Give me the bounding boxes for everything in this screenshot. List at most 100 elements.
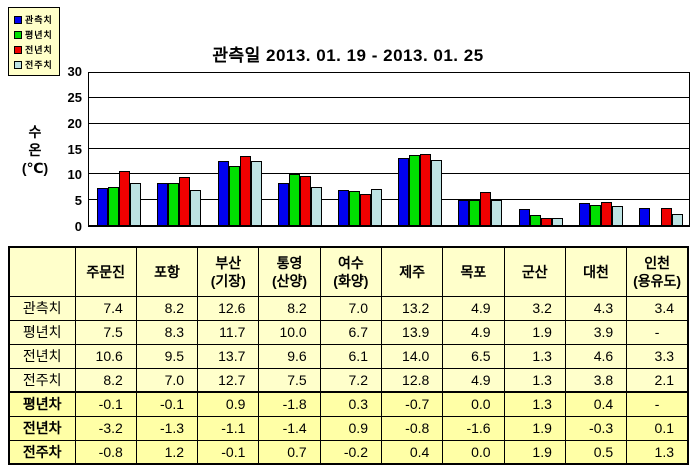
bar <box>540 218 552 225</box>
legend-swatch-icon <box>14 45 22 54</box>
row-label: 전년차 <box>8 415 76 441</box>
data-table: 주문진 포항 부산 (기장) 통영 (산양) 여수 (화양) 제주 목포 군산 대천 인천 (용유도) 관측… <box>8 246 689 465</box>
bar <box>431 160 443 225</box>
row-label: 전주차 <box>8 439 76 465</box>
bar <box>130 183 142 225</box>
bar <box>190 189 202 225</box>
table-cell: 0.9 <box>319 415 382 441</box>
table-cell: 8.2 <box>258 295 321 321</box>
y-tick-label: 0 <box>74 219 82 234</box>
table-cell: 3.9 <box>564 319 628 345</box>
table-cell: 4.9 <box>442 319 505 345</box>
y-tick-label: 30 <box>67 64 82 79</box>
table-cell: 0.4 <box>564 391 628 417</box>
bar <box>239 155 251 225</box>
table-cell: 6.5 <box>442 343 505 369</box>
table-cell: 1.3 <box>503 367 566 393</box>
table-cell: 1.9 <box>503 415 566 441</box>
bar <box>589 205 601 225</box>
table-cell: 1.3 <box>503 343 566 369</box>
table-row: 전주차 -0.8 1.2 -0.1 0.7 -0.2 0.4 0.0 1.9 0.5 1.3 <box>8 439 689 465</box>
table-cell: -0.1 <box>74 391 137 417</box>
y-tick-label: 15 <box>67 141 82 157</box>
table-cell: -0.8 <box>380 415 444 441</box>
table-cell: -0.1 <box>197 439 260 465</box>
gridline <box>89 148 689 149</box>
legend-item: 관측치 <box>14 12 53 27</box>
bar <box>157 183 169 225</box>
table-cell: 1.9 <box>503 439 566 465</box>
column-header-line: 통영 <box>276 254 303 271</box>
table-cell: 0.1 <box>626 415 689 441</box>
column-header-line: 제주 <box>399 263 426 280</box>
gridline <box>89 198 689 200</box>
table-cell: -0.7 <box>380 391 444 417</box>
column-header-line: 주문진 <box>86 263 125 280</box>
table-cell: 7.2 <box>319 367 382 393</box>
column-header: 목포 <box>442 246 505 297</box>
gridline <box>89 97 689 99</box>
column-header: 인천 (용유도) <box>626 246 689 297</box>
table-header-row: 주문진 포항 부산 (기장) 통영 (산양) 여수 (화양) 제주 목포 군산 대천 인천 (용유도) <box>8 246 689 297</box>
bar <box>228 165 240 225</box>
row-label: 평년치 <box>8 319 76 345</box>
y-axis-label-line: (℃) <box>21 160 49 176</box>
table-cell: -0.2 <box>319 439 382 465</box>
table-cell: -0.3 <box>564 415 628 441</box>
legend-label: 전주치 <box>25 60 53 70</box>
row-label: 전주치 <box>8 367 76 393</box>
bar <box>97 187 109 225</box>
table-cell: -1.8 <box>258 391 321 417</box>
y-axis-label-line: 수 <box>28 124 42 140</box>
bar <box>458 200 470 225</box>
bar <box>168 182 180 225</box>
bar <box>529 215 541 225</box>
table-cell: 13.2 <box>380 295 444 321</box>
column-header: 포항 <box>135 246 199 297</box>
table-row: 전주치 8.2 7.0 12.7 7.5 7.2 12.8 4.9 1.3 3.8 2.1 <box>8 367 689 393</box>
table-row: 전년치 10.6 9.5 13.7 9.6 6.1 14.0 6.5 1.3 4.6 3.3 <box>8 343 689 369</box>
bar <box>480 192 492 225</box>
gridline <box>89 173 689 175</box>
column-header-line: 여수 <box>337 254 364 271</box>
table-cell: -1.6 <box>442 415 505 441</box>
table-cell: 4.9 <box>442 367 505 393</box>
legend-item: 전주치 <box>14 57 53 72</box>
table-cell: 0.5 <box>564 439 628 465</box>
bar <box>660 208 672 225</box>
table-row: 관측치 7.4 8.2 12.6 8.2 7.0 13.2 4.9 3.2 4.3 3.4 <box>8 295 689 321</box>
bar <box>337 189 349 225</box>
table-cell: 4.9 <box>442 295 505 321</box>
legend-label: 평년치 <box>25 30 53 40</box>
bar <box>409 154 421 225</box>
row-label: 평년차 <box>8 391 76 417</box>
legend-label: 전년치 <box>25 45 53 55</box>
bar <box>469 200 481 225</box>
column-header-line: (산양) <box>271 272 308 289</box>
bar <box>551 218 563 225</box>
y-tick-label: 25 <box>67 89 82 105</box>
bar <box>348 191 360 225</box>
bar <box>671 214 683 225</box>
y-tick-label: 10 <box>67 167 82 183</box>
column-header-line: 포항 <box>154 263 180 280</box>
bar <box>420 154 432 225</box>
table-cell: 3.3 <box>626 343 689 369</box>
column-header: 통영 (산양) <box>258 246 321 297</box>
table-cell: 12.8 <box>380 367 444 393</box>
legend-item: 평년치 <box>14 27 53 42</box>
legend-swatch-icon <box>14 15 22 24</box>
table-cell: 7.5 <box>74 319 137 345</box>
bar <box>491 200 503 225</box>
table-cell: 3.8 <box>564 367 628 393</box>
table-row: 평년차 -0.1 -0.1 0.9 -1.8 0.3 -0.7 0.0 1.3 0.4- <box>8 391 689 417</box>
column-header: 군산 <box>503 246 566 297</box>
table-cell: 14.0 <box>380 343 444 369</box>
column-header: 부산 (기장) <box>197 246 260 297</box>
corner-cell <box>8 246 76 297</box>
table-cell: 0.0 <box>442 439 505 465</box>
column-header-line: 대천 <box>583 263 609 280</box>
bar <box>359 194 371 225</box>
table-cell: 13.7 <box>197 343 260 369</box>
